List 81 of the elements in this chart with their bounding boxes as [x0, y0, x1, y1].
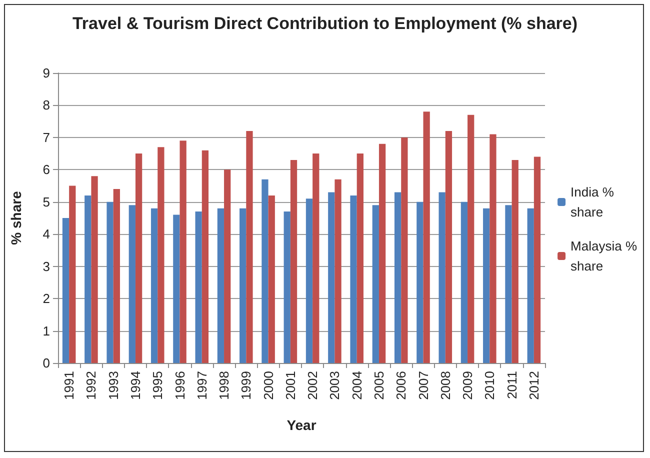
bar	[158, 147, 164, 363]
bar	[246, 131, 253, 363]
y-tick-label: 0	[42, 356, 50, 370]
bar	[378, 144, 386, 363]
x-tick-label: 1996	[172, 371, 188, 400]
x-tick-label: 2002	[305, 371, 320, 400]
bar	[202, 150, 209, 363]
x-tick-label: 1998	[216, 371, 232, 400]
chart-title: Travel & Tourism Direct Contribution to Employment (% share)	[72, 14, 578, 33]
legend-label: India % share	[570, 184, 614, 220]
bar	[135, 154, 142, 363]
bar	[334, 179, 342, 363]
x-tick-label: 1994	[128, 371, 143, 400]
y-tick-label: 2	[42, 291, 50, 306]
x-tick-label: 2007	[416, 371, 431, 400]
x-tick-label: 2011	[504, 371, 520, 399]
bar	[483, 208, 490, 363]
y-tick-label: 1	[42, 323, 50, 338]
bar	[306, 198, 313, 363]
bar	[195, 212, 202, 363]
x-tick-label: 2005	[371, 371, 386, 400]
bar	[224, 170, 231, 363]
x-tick-label: 2000	[260, 371, 276, 400]
legend-label: Malaysia % share	[570, 238, 638, 274]
y-tick-label: 7	[42, 130, 50, 145]
bar	[84, 195, 92, 363]
bar	[328, 192, 335, 363]
bar	[217, 208, 224, 363]
bar	[91, 176, 98, 363]
bar	[262, 179, 268, 363]
x-tick-label: 2001	[282, 371, 298, 400]
bar	[356, 154, 364, 363]
x-tick-label: 1999	[238, 371, 254, 400]
bar	[372, 205, 379, 363]
bar	[173, 214, 180, 363]
x-tick-label: 1997	[194, 371, 210, 400]
bar	[62, 218, 70, 363]
x-tick-label: 2008	[438, 371, 453, 400]
x-tick-label: 1991	[62, 371, 77, 400]
bar	[268, 195, 275, 363]
bar	[445, 131, 452, 363]
bar	[128, 205, 136, 363]
y-tick-label: 3	[42, 258, 50, 274]
bar	[468, 114, 474, 363]
bar	[350, 195, 357, 363]
bar	[150, 208, 158, 363]
bar	[290, 160, 298, 363]
y-tick-label: 6	[42, 162, 50, 178]
bar	[512, 160, 518, 363]
y-tick-label: 4	[42, 226, 50, 242]
x-tick-label: 2012	[526, 371, 542, 400]
y-tick-label: 9	[42, 66, 50, 80]
bar	[284, 212, 290, 363]
x-tick-label: 2010	[482, 371, 498, 400]
bar	[534, 156, 541, 363]
bar	[527, 208, 534, 363]
bar	[416, 202, 424, 363]
bar	[180, 140, 186, 363]
bar	[69, 186, 76, 363]
bar	[113, 189, 120, 363]
x-tick-label: 1992	[84, 371, 99, 400]
x-tick-label: 1993	[106, 371, 121, 400]
y-tick-label: 8	[42, 98, 50, 113]
bar	[505, 205, 512, 363]
x-tick-label: 2003	[327, 371, 342, 400]
bar	[460, 202, 468, 363]
x-axis-title: Year	[286, 417, 317, 433]
x-tick-label: 1995	[150, 371, 166, 400]
x-tick-label: 2006	[394, 371, 409, 400]
y-tick-label: 5	[42, 194, 50, 210]
bar	[394, 192, 402, 363]
bar	[438, 192, 446, 363]
y-axis-title: % share	[8, 190, 24, 245]
bar	[240, 208, 246, 363]
x-tick-label: 2004	[349, 371, 364, 400]
x-tick-label: 2009	[460, 371, 476, 400]
bar	[490, 134, 496, 363]
bar	[401, 137, 408, 363]
bar	[312, 154, 320, 363]
bar	[423, 112, 430, 363]
bar	[106, 202, 114, 363]
